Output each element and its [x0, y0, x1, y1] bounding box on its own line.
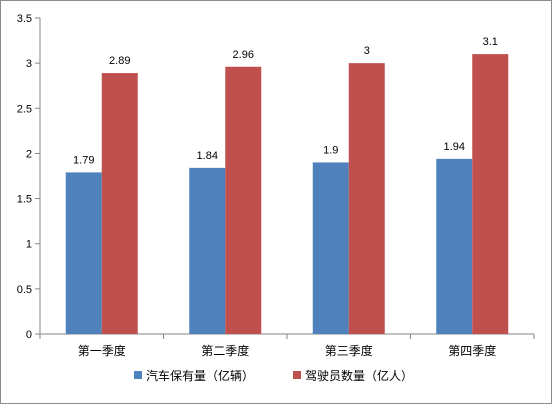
- data-label: 2.89: [109, 55, 130, 67]
- x-tick-label: 第二季度: [201, 343, 249, 358]
- y-tick-label: 3: [26, 58, 32, 70]
- data-label: 1.94: [444, 141, 465, 153]
- x-tick-label: 第一季度: [78, 343, 126, 358]
- y-tick-label: 2: [26, 148, 32, 160]
- y-tick-label: 1: [26, 239, 32, 251]
- data-label: 1.79: [73, 154, 94, 166]
- bar: [65, 172, 102, 334]
- bar: [436, 158, 473, 334]
- legend-swatch: [293, 371, 301, 379]
- data-label: 2.96: [233, 49, 254, 61]
- bar: [101, 73, 138, 335]
- legend-label: 驾驶员数量（亿人）: [305, 368, 413, 383]
- bar: [348, 63, 385, 335]
- y-tick-label: 1.5: [17, 194, 32, 206]
- legend-label: 汽车保有量（亿辆）: [146, 368, 254, 383]
- data-label: 1.9: [323, 144, 338, 156]
- data-label: 3.1: [483, 36, 498, 48]
- data-label: 3: [364, 45, 370, 57]
- bar: [225, 66, 262, 335]
- data-label: 1.84: [197, 150, 218, 162]
- y-tick-label: 0: [26, 329, 32, 341]
- x-tick-label: 第四季度: [448, 343, 496, 358]
- legend-swatch: [134, 371, 142, 379]
- bar: [189, 167, 226, 334]
- y-tick-label: 3.5: [17, 13, 32, 25]
- y-tick-label: 0.5: [17, 284, 32, 296]
- x-tick-label: 第三季度: [325, 343, 373, 358]
- y-tick-label: 2.5: [17, 103, 32, 115]
- bar: [472, 54, 509, 334]
- bar: [312, 162, 349, 334]
